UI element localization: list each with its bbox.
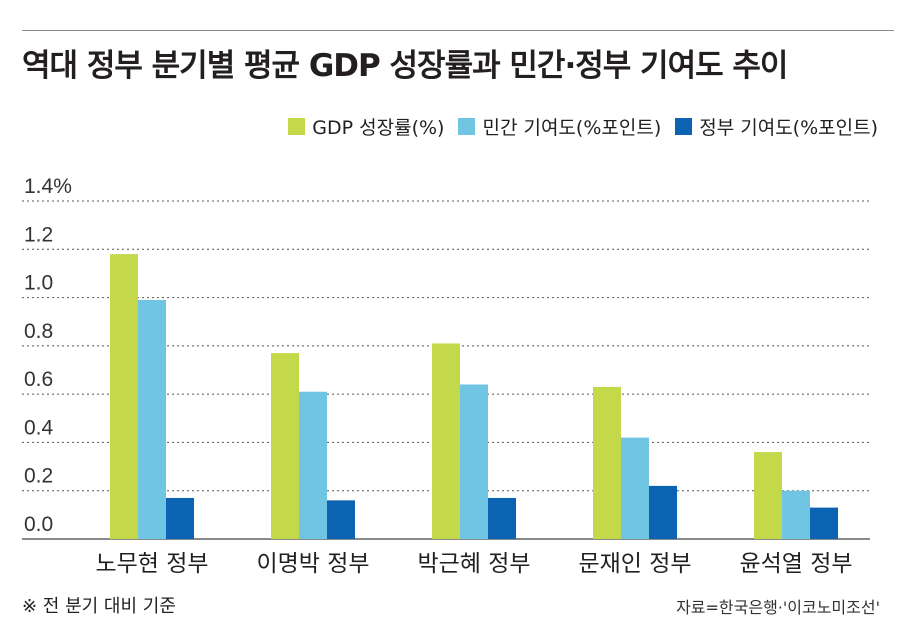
y-tick-label: 0.6	[24, 368, 53, 391]
bar-private	[138, 299, 166, 539]
bar-private	[782, 490, 810, 539]
x-category-label: 윤석열 정부	[739, 551, 852, 577]
bar-private	[621, 437, 649, 539]
chart-title: 역대 정부 분기별 평균 GDP 성장률과 민간·정부 기여도 추이	[22, 48, 788, 84]
bar-private	[460, 384, 488, 539]
legend-item-gdp: GDP 성장률(%)	[288, 113, 444, 140]
x-category-label: 이명박 정부	[256, 551, 369, 577]
legend-label-government: 정부 기여도(%포인트)	[699, 117, 878, 139]
legend: GDP 성장률(%) 민간 기여도(%포인트) 정부 기여도(%포인트)	[274, 113, 878, 140]
y-tick-label: 0.8	[24, 320, 53, 343]
bar-government	[488, 497, 516, 539]
legend-item-private: 민간 기여도(%포인트)	[458, 113, 661, 140]
bar-layer	[110, 254, 838, 539]
legend-swatch-gdp	[288, 118, 306, 135]
bar-private	[299, 391, 327, 539]
legend-label-gdp: GDP 성장률(%)	[312, 117, 445, 139]
y-tick-label: 0.2	[24, 465, 53, 488]
y-tick-label: 0.0	[24, 513, 53, 536]
legend-swatch-government	[675, 118, 693, 135]
y-tick-label: 0.4	[24, 416, 54, 439]
legend-item-government: 정부 기여도(%포인트)	[675, 113, 878, 140]
bar-government	[649, 485, 677, 539]
y-tick-label: 1.2	[24, 223, 53, 246]
top-rule	[22, 30, 894, 31]
x-category-label: 문재인 정부	[578, 551, 691, 577]
legend-swatch-private	[458, 118, 476, 135]
bar-gdp	[593, 386, 621, 539]
bar-government	[327, 500, 355, 539]
bar-gdp	[110, 254, 138, 539]
y-tick-label: 1.0	[24, 272, 53, 295]
x-category-label: 박근혜 정부	[417, 551, 530, 577]
bar-gdp	[754, 452, 782, 539]
footnote: ※ 전 분기 대비 기준	[22, 596, 176, 617]
bar-government	[810, 507, 838, 539]
source-credit: 자료=한국은행·'이코노미조선'	[676, 598, 880, 617]
label-layer: 0.0 0.2 0.4 0.6 0.8 1.0 1.2 1.4% 노무현 정부 이명박 정부 박근혜…	[24, 175, 853, 577]
y-tick-label: 1.4%	[24, 175, 72, 198]
bar-gdp	[432, 343, 460, 539]
x-category-label: 노무현 정부	[95, 551, 208, 577]
legend-label-private: 민간 기여도(%포인트)	[482, 117, 662, 139]
bar-gdp	[271, 353, 299, 539]
bar-government	[166, 497, 194, 539]
